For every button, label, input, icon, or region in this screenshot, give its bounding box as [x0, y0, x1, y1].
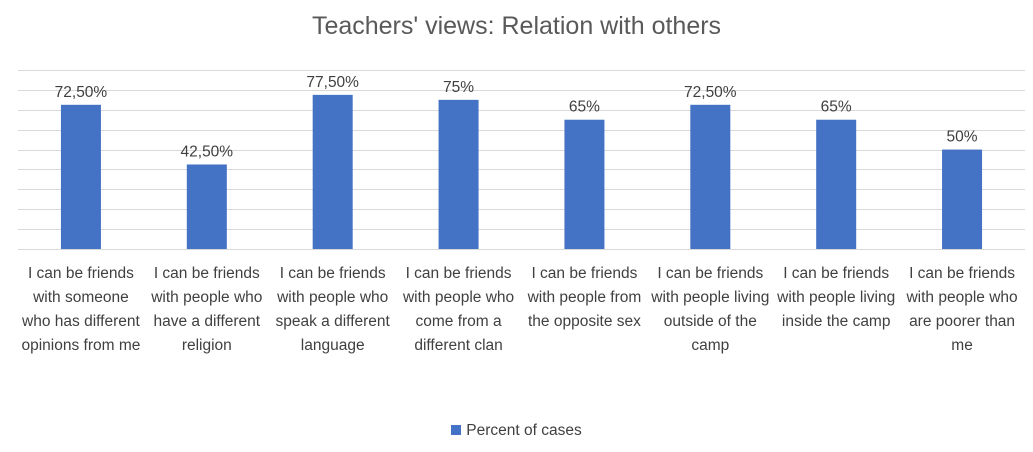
data-label: 77,50% — [306, 74, 359, 91]
legend-label: Percent of cases — [466, 422, 582, 439]
data-label: 72,50% — [684, 84, 737, 101]
category-label: I can be friends with people living outs… — [651, 265, 770, 354]
data-label: 75% — [443, 79, 474, 96]
category-label: I can be friends with people who come fr… — [402, 265, 515, 354]
bar — [186, 164, 227, 249]
category-label: I can be friends with someone who has di… — [21, 265, 141, 354]
category-label: I can be friends with people who speak a… — [275, 265, 390, 354]
bar — [816, 119, 857, 249]
data-label: 72,50% — [55, 84, 108, 101]
data-label: 42,50% — [181, 143, 234, 160]
category-label: I can be friends with people who are poo… — [906, 265, 1018, 354]
category-label: I can be friends with people from the op… — [527, 265, 642, 330]
legend-swatch — [451, 425, 462, 435]
bar — [942, 149, 983, 249]
category-label: I can be friends with people who have a … — [151, 265, 263, 354]
bar — [438, 99, 479, 249]
bar — [60, 104, 101, 249]
legend: Percent of cases — [0, 422, 1033, 440]
bar — [564, 119, 605, 249]
data-label: 65% — [569, 99, 600, 116]
bar — [690, 104, 731, 249]
category-label: I can be friends with people living insi… — [777, 265, 896, 330]
chart-title: Teachers' views: Relation with others — [311, 12, 722, 40]
data-label: 50% — [947, 129, 978, 146]
data-label: 65% — [821, 99, 852, 116]
bar — [312, 94, 353, 249]
